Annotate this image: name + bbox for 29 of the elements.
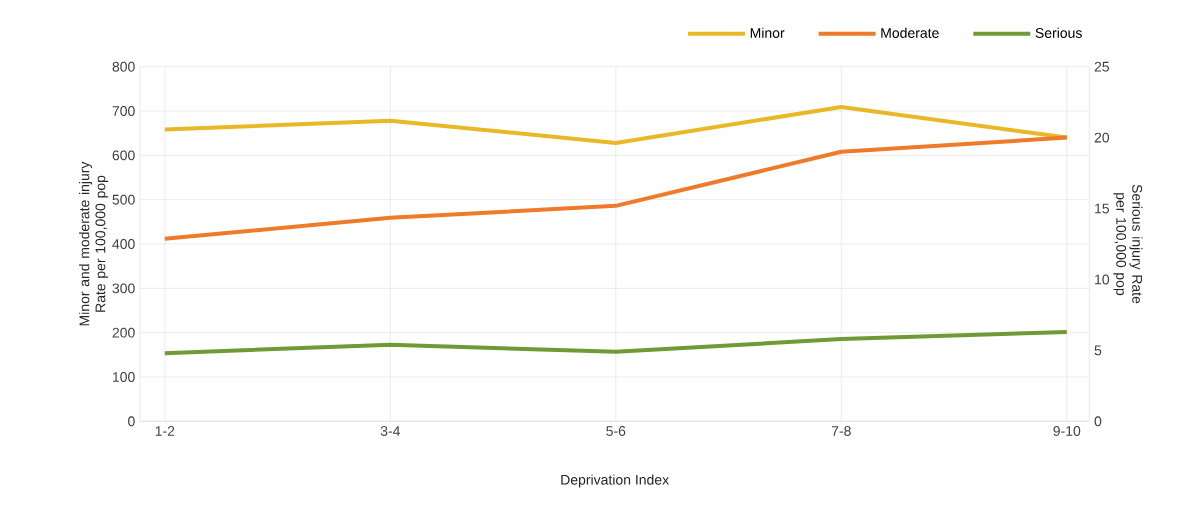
- x-tick-label: 1-2: [155, 426, 175, 436]
- y2-tick-label: 25: [1094, 61, 1110, 72]
- y-tick-label: 700: [112, 106, 135, 116]
- y2-tick-label: 0: [1094, 416, 1102, 427]
- y2-axis-title: Serious injury Rate per 100,000 pop: [1113, 184, 1143, 304]
- y2-tick-label: 5: [1094, 345, 1102, 356]
- line-series: [162, 135, 1069, 241]
- y-tick-label: 400: [112, 239, 135, 249]
- y-tick-label: 600: [112, 150, 135, 161]
- y-tick-label: 800: [112, 61, 135, 72]
- x-tick-label: 7-8: [831, 426, 851, 436]
- x-tick-label: 5-6: [606, 426, 626, 436]
- legend-label: Serious: [1035, 27, 1082, 38]
- line-series: [162, 105, 1069, 145]
- y2-tick-label: 20: [1094, 132, 1110, 143]
- x-tick-label: 3-4: [380, 426, 400, 436]
- x-tick-label: 9-10: [1053, 426, 1081, 436]
- y-tick-label: 100: [113, 372, 135, 382]
- y2-tick-label: 10: [1095, 274, 1110, 285]
- y-tick-label: 500: [112, 194, 135, 205]
- x-axis-title: Deprivation Index: [561, 474, 669, 488]
- y-tick-label: 0: [128, 416, 135, 427]
- y-tick-label: 300: [112, 283, 135, 294]
- legend-label: Moderate: [881, 27, 939, 38]
- y2-tick-label: 15: [1095, 203, 1110, 214]
- y-tick-label: 200: [112, 327, 135, 338]
- y-axis-title: Minor and moderate injury Rate per 100,000 pop: [79, 161, 109, 326]
- legend-label: Minor: [750, 27, 785, 38]
- line-series: [162, 329, 1069, 356]
